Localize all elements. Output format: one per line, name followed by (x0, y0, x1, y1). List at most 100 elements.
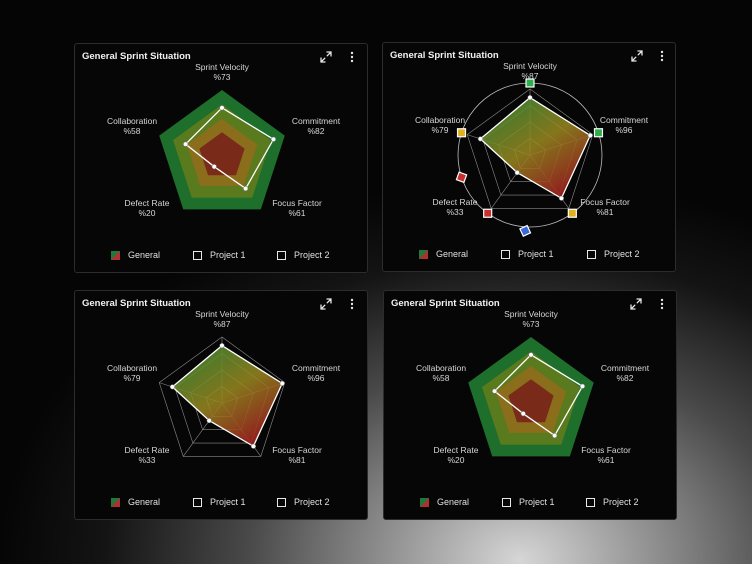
radar-axis-label: Focus Factor (272, 445, 322, 455)
legend-item-project-2[interactable]: Project 2 (586, 495, 639, 509)
expand-icon[interactable] (319, 297, 333, 311)
radar-data-point (270, 136, 277, 142)
legend-item-project-2[interactable]: Project 2 (277, 248, 330, 262)
chart-legend: General Project 1 Project 2 (75, 248, 367, 262)
legend-label: Project 2 (604, 249, 640, 259)
legend-label: Project 2 (603, 497, 639, 507)
radar-axis-value: %61 (288, 208, 305, 218)
more-options-icon[interactable] (345, 297, 359, 311)
radar-data-point (279, 380, 285, 386)
legend-item-project-1[interactable]: Project 1 (501, 247, 554, 261)
radar-axis-value: %82 (307, 126, 324, 136)
radar-axis-marker (567, 208, 577, 218)
legend-label: General (436, 249, 469, 259)
radar-data-point (183, 141, 189, 147)
radar-chart: Sprint Velocity%73 Commitment%82 Focus Fac… (107, 64, 341, 218)
more-options-icon[interactable] (655, 297, 669, 311)
checkbox-icon[interactable] (193, 497, 202, 507)
legend-item-project-2[interactable]: Project 2 (587, 247, 640, 261)
legend-item-project-1[interactable]: Project 1 (193, 248, 246, 262)
radar-axis-label: Collaboration (107, 116, 157, 126)
radar-axis-label: Commitment (292, 363, 341, 373)
radar-axis-value: %96 (307, 373, 324, 383)
radar-data-line (493, 353, 584, 437)
radar-axis-label: Sprint Velocity (503, 63, 558, 71)
radar-data-point (211, 164, 217, 170)
radar-axis-value: %79 (431, 125, 448, 135)
expand-icon[interactable] (319, 50, 333, 64)
radar-chart: Sprint Velocity%87 Commitment%96 Focus Fac… (415, 63, 649, 237)
gradient-swatch-icon (111, 250, 120, 260)
card-title: General Sprint Situation (82, 51, 191, 62)
radar-axis-value: %58 (123, 126, 140, 136)
radar-axis-label: Defect Rate (125, 198, 170, 208)
legend-label: General (437, 497, 470, 507)
radar-axis-marker (483, 208, 493, 218)
radar-axis-value: %96 (615, 125, 632, 135)
radar-data-point (579, 383, 586, 389)
radar-axis-label: Commitment (600, 115, 649, 125)
checkbox-icon[interactable] (277, 497, 286, 507)
radar-axis-value: %33 (138, 455, 155, 465)
radar-data-point (219, 343, 225, 349)
checkbox-icon[interactable] (193, 250, 202, 260)
radar-card-2: General Sprint Situation Sprint Velocity… (382, 42, 676, 272)
radar-axis-label: Sprint Velocity (195, 311, 250, 319)
radar-axis-label: Defect Rate (125, 445, 170, 455)
legend-item-project-2[interactable]: Project 2 (277, 495, 330, 509)
legend-item-general[interactable]: General (111, 248, 160, 262)
radar-data-point (587, 132, 593, 138)
radar-chart: Sprint Velocity%73 Commitment%82 Focus Fac… (416, 311, 650, 465)
radar-data-line (184, 106, 275, 190)
radar-grid-ring (158, 336, 286, 457)
radar-card-1: General Sprint Situation Sprint Velocity… (74, 43, 368, 273)
legend-label: General (128, 250, 161, 260)
card-title: General Sprint Situation (391, 298, 500, 309)
radar-axis-label: Focus Factor (272, 198, 322, 208)
checkbox-icon[interactable] (502, 497, 511, 507)
radar-data-area (171, 344, 284, 448)
card-title: General Sprint Situation (390, 50, 499, 61)
radar-axis-value: %33 (446, 207, 463, 217)
gradient-swatch-icon (420, 497, 429, 507)
more-options-icon[interactable] (345, 50, 359, 64)
expand-icon[interactable] (630, 49, 644, 63)
checkbox-icon[interactable] (587, 249, 596, 259)
radar-axis-label: Collaboration (416, 363, 466, 373)
legend-item-general[interactable]: General (420, 495, 469, 509)
legend-label: Project 2 (294, 497, 330, 507)
radar-data-area (479, 96, 592, 200)
legend-item-project-1[interactable]: Project 1 (193, 495, 246, 509)
radar-axis-value: %20 (138, 208, 155, 218)
gradient-swatch-icon (419, 249, 428, 259)
radar-axis-value: %61 (597, 455, 614, 465)
radar-data-point (492, 388, 498, 394)
radar-axis-value: %20 (447, 455, 464, 465)
radar-axis-value: %73 (522, 319, 539, 329)
radar-data-point (520, 411, 526, 417)
radar-axis-marker (455, 171, 468, 184)
checkbox-icon[interactable] (586, 497, 595, 507)
legend-label: General (128, 497, 161, 507)
radar-data-point (528, 352, 534, 358)
legend-item-general[interactable]: General (111, 495, 160, 509)
radar-data-point (169, 384, 175, 390)
radar-axis-value: %73 (213, 72, 230, 82)
radar-axis-label: Defect Rate (433, 197, 478, 207)
checkbox-icon[interactable] (277, 250, 286, 260)
gradient-swatch-icon (111, 497, 120, 507)
radar-card-3: General Sprint Situation Sprint Velocity… (74, 290, 368, 520)
chart-legend: General Project 1 Project 2 (384, 495, 676, 509)
legend-item-project-1[interactable]: Project 1 (502, 495, 555, 509)
more-options-icon[interactable] (655, 49, 669, 63)
radar-axis-value: %81 (596, 207, 613, 217)
radar-data-point (250, 443, 256, 449)
checkbox-icon[interactable] (501, 249, 510, 259)
radar-axis-marker (519, 224, 532, 237)
radar-data-point (243, 186, 249, 192)
legend-label: Project 1 (518, 249, 554, 259)
expand-icon[interactable] (629, 297, 643, 311)
legend-label: Project 1 (210, 250, 246, 260)
radar-axis-value: %87 (521, 71, 538, 81)
legend-item-general[interactable]: General (419, 247, 468, 261)
